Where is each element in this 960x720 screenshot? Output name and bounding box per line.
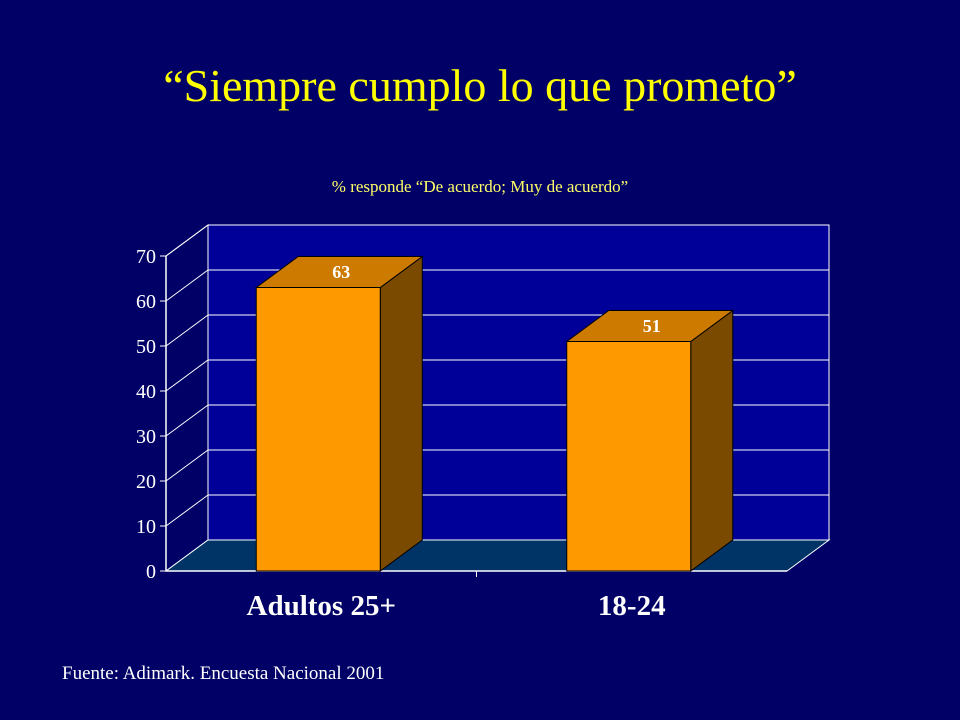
gridline-diagonal (165, 359, 209, 392)
bar (566, 341, 692, 572)
x-tick-label: 18-24 (598, 590, 666, 622)
y-tick-label: 40 (136, 381, 156, 403)
source-footnote: Fuente: Adimark. Encuesta Nacional 2001 (62, 663, 385, 684)
data-label: 51 (643, 316, 661, 336)
y-tick-label: 70 (136, 246, 156, 268)
chart-subtitle: % responde “De acuerdo; Muy de acuerdo” (331, 177, 629, 196)
y-tick-label: 30 (136, 426, 156, 448)
gridline-diagonal (165, 269, 209, 302)
y-tick-label: 50 (136, 336, 156, 358)
bar-side (379, 255, 423, 572)
y-tick-label: 20 (136, 471, 156, 493)
data-label: 63 (332, 262, 350, 282)
gridline-diagonal (165, 494, 209, 527)
gridline-diagonal (165, 449, 209, 482)
y-tick-label: 60 (136, 291, 156, 313)
x-tick-label: Adultos 25+ (247, 590, 396, 622)
y-tick-label: 0 (146, 561, 156, 583)
plot-side-wall (165, 224, 209, 572)
bar (255, 287, 381, 572)
slide-title: “Siempre cumplo lo que prometo” (163, 60, 797, 111)
gridline-diagonal (165, 224, 209, 257)
y-tick-label: 10 (136, 516, 156, 538)
bar-side (690, 309, 734, 572)
gridline-diagonal (165, 314, 209, 347)
gridline-diagonal (165, 404, 209, 437)
